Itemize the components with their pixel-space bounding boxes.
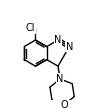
Text: O: O bbox=[60, 100, 68, 108]
Text: N: N bbox=[56, 74, 64, 84]
Text: N: N bbox=[54, 35, 62, 45]
Text: Cl: Cl bbox=[26, 23, 35, 33]
Text: N: N bbox=[66, 42, 73, 52]
